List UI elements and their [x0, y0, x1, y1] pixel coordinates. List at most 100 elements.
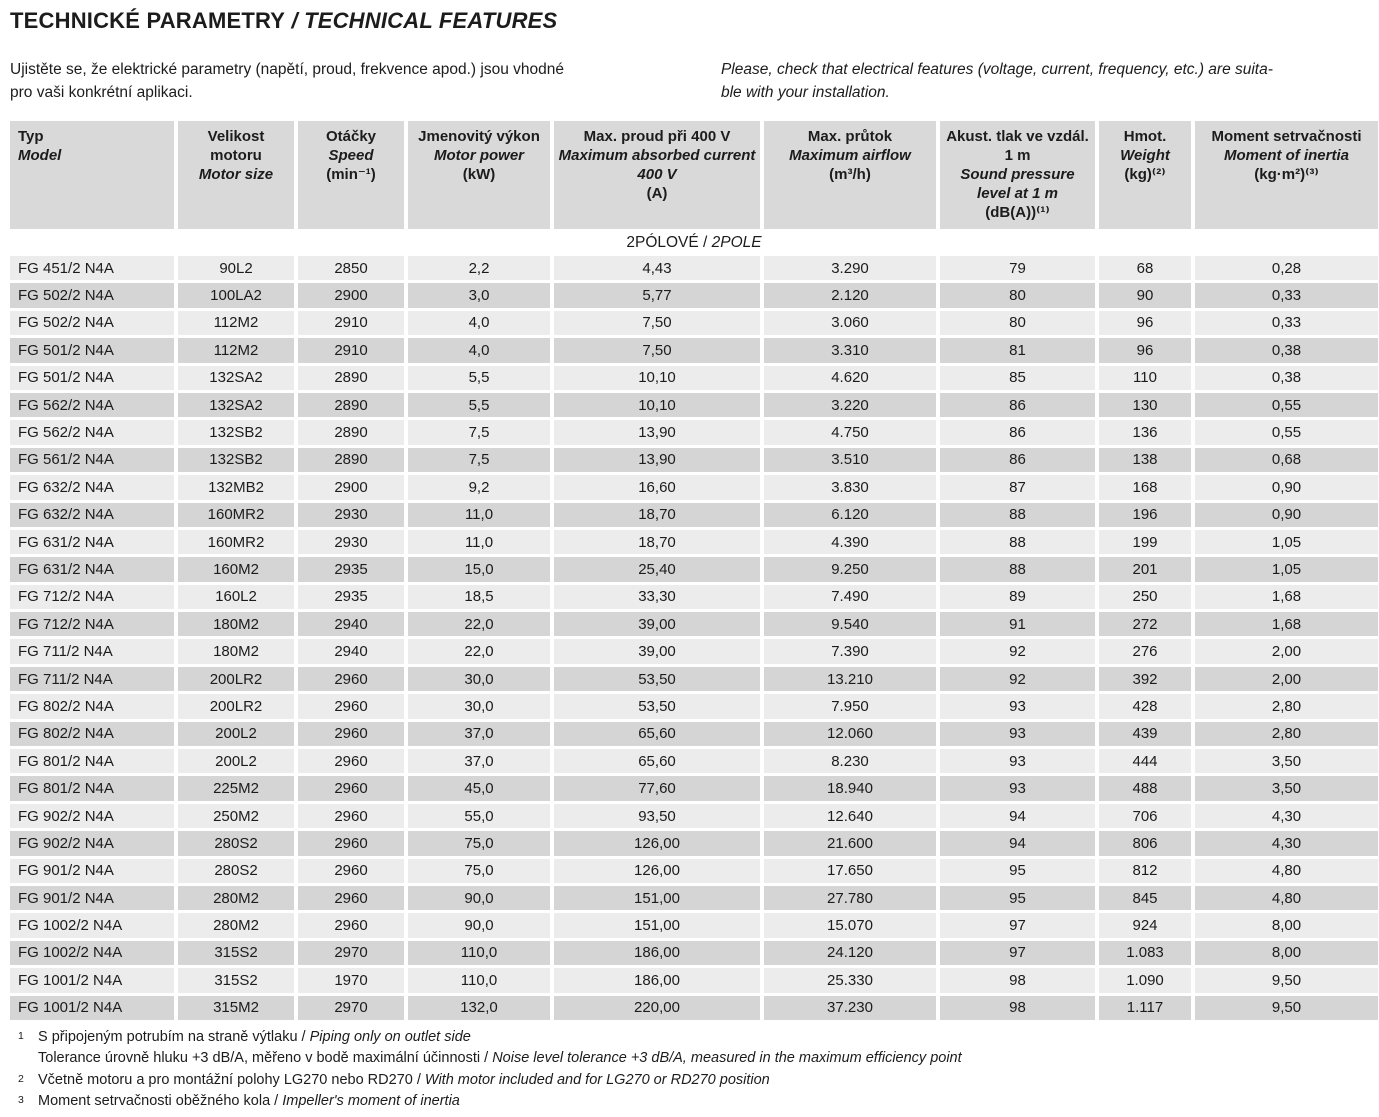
- cell-sound: 80: [940, 283, 1095, 308]
- cell-speed: 2850: [298, 256, 404, 281]
- cell-inertia: 0,90: [1195, 475, 1378, 500]
- header-label-en: Moment of inertia: [1223, 147, 1349, 164]
- cell-speed: 2910: [298, 310, 404, 336]
- cell-weight: 812: [1099, 858, 1191, 883]
- footnote-text-en: With motor included and for LG270 or RD2…: [424, 1071, 770, 1088]
- column-header-current: Max. proud při 400 V Maximum absorbed cur…: [554, 121, 760, 229]
- cell-weight: 439: [1099, 721, 1191, 747]
- column-header-inertia: Moment setrvačnosti Moment of inertia (kg·…: [1195, 121, 1378, 229]
- table-row: FG 631/2 N4A 160MR2 2930 11,0 18,70 4.390 88 19…: [10, 529, 1378, 555]
- header-unit: (m³/h): [829, 166, 871, 183]
- cell-inertia: 2,00: [1195, 666, 1378, 692]
- cell-sound: 93: [940, 694, 1095, 719]
- intro-english-line2: ble with your installation.: [720, 84, 890, 101]
- cell-power: 9,2: [408, 475, 550, 500]
- cell-typ: FG 501/2 N4A: [10, 365, 174, 390]
- footnote-text-cz: S připojeným potrubím na straně výtlaku …: [38, 1028, 310, 1045]
- table-row: FG 501/2 N4A 132SA2 2890 5,5 10,10 4.620 85 110…: [10, 365, 1378, 390]
- cell-airflow: 3.310: [764, 338, 936, 363]
- cell-inertia: 1,68: [1195, 612, 1378, 637]
- header-unit: (kg)⁽²⁾: [1124, 166, 1166, 183]
- table-row: FG 631/2 N4A 160M2 2935 15,0 25,40 9.250 88 201…: [10, 557, 1378, 582]
- cell-sound: 98: [940, 995, 1095, 1020]
- cell-speed: 2890: [298, 420, 404, 445]
- cell-sound: 86: [940, 420, 1095, 445]
- cell-speed: 2935: [298, 584, 404, 610]
- cell-speed: 2970: [298, 995, 404, 1020]
- cell-speed: 2960: [298, 666, 404, 692]
- cell-airflow: 3.290: [764, 256, 936, 281]
- cell-typ: FG 562/2 N4A: [10, 420, 174, 445]
- cell-current: 186,00: [554, 940, 760, 966]
- header-label-cz: Moment setrvačnosti: [1211, 128, 1362, 145]
- cell-speed: 2935: [298, 557, 404, 582]
- cell-power: 7,5: [408, 447, 550, 473]
- footnote-1-continued: Tolerance úrovně hluku +3 dB/A, měřeno v…: [12, 1048, 1375, 1070]
- header-label-cz: Velikost motoru: [207, 128, 265, 164]
- table-row: FG 451/2 N4A 90L2 2850 2,2 4,43 3.290 79 68 0,28: [10, 256, 1378, 281]
- header-label-cz: Hmot.: [1123, 128, 1167, 145]
- header-label-en: Motor power: [434, 147, 524, 164]
- cell-motor-size: 315M2: [178, 995, 294, 1020]
- cell-current: 7,50: [554, 310, 760, 336]
- cell-airflow: 17.650: [764, 858, 936, 883]
- cell-inertia: 0,38: [1195, 338, 1378, 363]
- cell-weight: 1.117: [1099, 995, 1191, 1020]
- cell-motor-size: 160M2: [178, 557, 294, 582]
- cell-motor-size: 160MR2: [178, 529, 294, 555]
- cell-power: 7,5: [408, 420, 550, 445]
- cell-motor-size: 180M2: [178, 639, 294, 664]
- cell-sound: 98: [940, 968, 1095, 993]
- cell-typ: FG 1002/2 N4A: [10, 913, 174, 938]
- header-unit: (kW): [462, 166, 496, 183]
- cell-inertia: 9,50: [1195, 968, 1378, 993]
- table-row: FG 632/2 N4A 160MR2 2930 11,0 18,70 6.120 88 19…: [10, 502, 1378, 527]
- cell-current: 53,50: [554, 666, 760, 692]
- cell-weight: 250: [1099, 584, 1191, 610]
- cell-current: 53,50: [554, 694, 760, 719]
- header-unit: (min⁻¹): [326, 166, 376, 183]
- cell-inertia: 1,05: [1195, 557, 1378, 582]
- header-label-cz: Jmenovitý výkon: [418, 128, 540, 145]
- title-separator: /: [285, 8, 305, 33]
- cell-weight: 428: [1099, 694, 1191, 719]
- header-label-en: Model: [18, 147, 62, 164]
- cell-power: 15,0: [408, 557, 550, 582]
- cell-motor-size: 200L2: [178, 749, 294, 774]
- cell-sound: 93: [940, 776, 1095, 801]
- cell-motor-size: 200LR2: [178, 666, 294, 692]
- cell-typ: FG 902/2 N4A: [10, 831, 174, 856]
- cell-weight: 68: [1099, 256, 1191, 281]
- table-row: FG 902/2 N4A 250M2 2960 55,0 93,50 12.640 94 70…: [10, 803, 1378, 829]
- cell-motor-size: 315S2: [178, 968, 294, 993]
- cell-power: 75,0: [408, 858, 550, 883]
- table-row: FG 632/2 N4A 132MB2 2900 9,2 16,60 3.830 87 168…: [10, 475, 1378, 500]
- header-label-en: Weight: [1120, 147, 1170, 164]
- cell-sound: 88: [940, 557, 1095, 582]
- cell-typ: FG 632/2 N4A: [10, 502, 174, 527]
- cell-weight: 1.090: [1099, 968, 1191, 993]
- cell-weight: 168: [1099, 475, 1191, 500]
- cell-airflow: 4.390: [764, 529, 936, 555]
- cell-power: 37,0: [408, 749, 550, 774]
- cell-weight: 96: [1099, 310, 1191, 336]
- cell-current: 151,00: [554, 913, 760, 938]
- intro-english: Please, check that electrical features (…: [721, 58, 1375, 104]
- cell-weight: 276: [1099, 639, 1191, 664]
- intro-czech-line1: Ujistěte se, že elektrické parametry (na…: [10, 61, 564, 78]
- cell-airflow: 4.620: [764, 365, 936, 390]
- cell-sound: 93: [940, 749, 1095, 774]
- cell-weight: 845: [1099, 885, 1191, 911]
- cell-motor-size: 280S2: [178, 831, 294, 856]
- cell-weight: 199: [1099, 529, 1191, 555]
- cell-speed: 2930: [298, 529, 404, 555]
- cell-sound: 94: [940, 803, 1095, 829]
- cell-typ: FG 712/2 N4A: [10, 584, 174, 610]
- cell-speed: 2910: [298, 338, 404, 363]
- cell-airflow: 9.250: [764, 557, 936, 582]
- footnote-text-en: Piping only on outlet side: [309, 1028, 471, 1045]
- cell-speed: 2890: [298, 365, 404, 390]
- cell-typ: FG 801/2 N4A: [10, 776, 174, 801]
- cell-power: 22,0: [408, 612, 550, 637]
